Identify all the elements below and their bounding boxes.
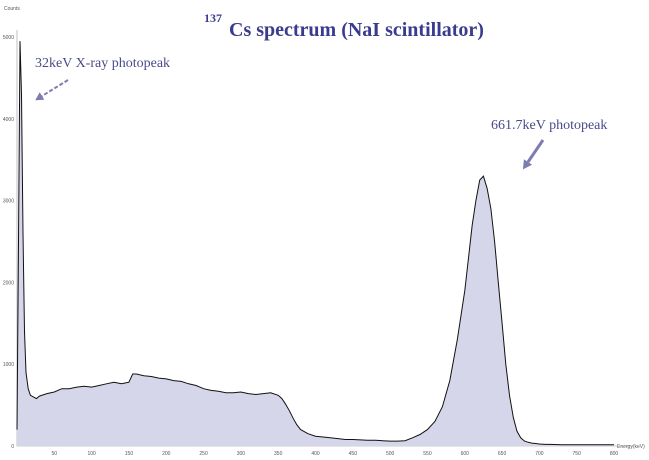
y-tick-label: 5000: [3, 35, 14, 41]
x-tick-label: 100: [87, 451, 96, 457]
x-tick-label: 350: [274, 451, 283, 457]
x-tick-label: 650: [498, 451, 507, 457]
x-tick-label: 200: [162, 451, 171, 457]
y-tick-label: 1000: [3, 362, 14, 368]
chart-title: Cs spectrum (NaI scintillator): [229, 19, 484, 41]
arrow-main-photopeak: [526, 139, 545, 163]
y-tick-label: 4000: [3, 117, 14, 123]
arrowhead-xray-photopeak: [35, 92, 45, 101]
x-tick-label: 400: [311, 451, 320, 457]
x-tick-label: 700: [535, 451, 544, 457]
arrowhead-main-photopeak: [522, 159, 533, 170]
arrow-xray-photopeak: [41, 79, 69, 97]
y-tick-label: 2000: [3, 280, 14, 286]
x-tick-label: 600: [461, 451, 470, 457]
spectrum-line: [16, 41, 614, 446]
x-tick-label: 550: [423, 451, 432, 457]
y-tick-label: 3000: [3, 199, 14, 205]
x-tick-label: 50: [52, 451, 58, 457]
annotation-main-photopeak: 661.7keV photopeak: [491, 118, 607, 133]
chart-title-superscript: 137: [204, 11, 222, 25]
x-tick-label: 500: [386, 451, 395, 457]
y-axis-label: Counts: [4, 6, 20, 12]
x-tick-label: 450: [349, 451, 358, 457]
spectrum-area: [17, 41, 614, 446]
x-tick-label: 250: [199, 451, 208, 457]
tick-labels: 50 100 150 200 250 300 350 400 450 500 550 600 650 70…: [3, 35, 619, 457]
x-tick-label: 300: [237, 451, 246, 457]
annotation-xray-photopeak: 32keV X-ray photopeak: [35, 56, 170, 71]
x-tick-label: 150: [125, 451, 134, 457]
x-axis-label: Energy(keV): [617, 444, 645, 450]
x-tick-label: 800: [610, 451, 619, 457]
x-tick-label: 750: [573, 451, 582, 457]
y-tick-label: 0: [11, 444, 14, 450]
